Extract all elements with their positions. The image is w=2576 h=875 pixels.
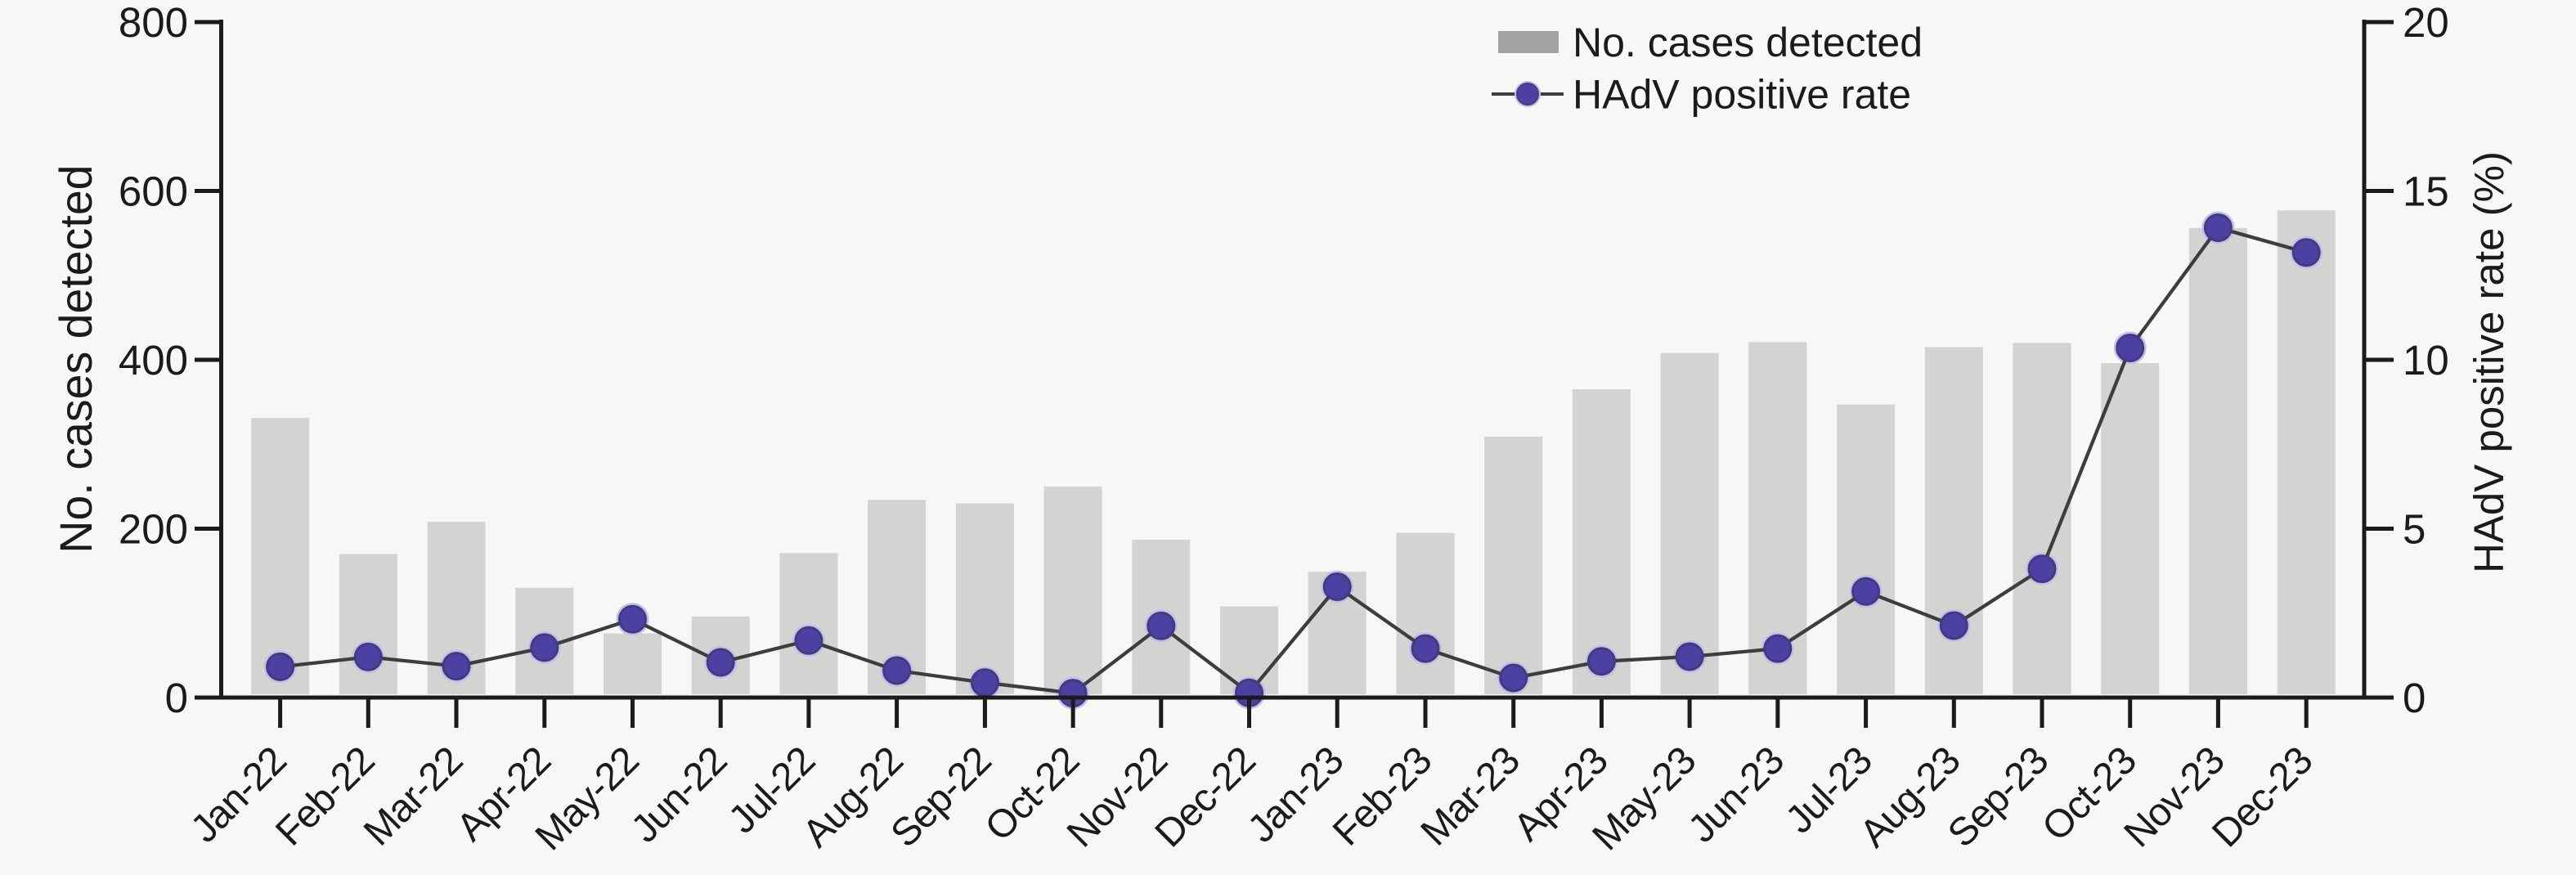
svg-text:600: 600 [119, 168, 188, 215]
svg-text:10: 10 [2403, 337, 2449, 384]
svg-text:No. cases detected: No. cases detected [51, 164, 101, 553]
svg-text:HAdV positive rate: HAdV positive rate [1573, 72, 1911, 118]
svg-text:0: 0 [2403, 675, 2426, 721]
svg-text:HAdV positive rate (%): HAdV positive rate (%) [2466, 151, 2512, 573]
svg-text:0: 0 [165, 675, 188, 721]
svg-text:5: 5 [2403, 506, 2426, 553]
svg-text:15: 15 [2403, 168, 2449, 215]
svg-text:800: 800 [119, 0, 188, 46]
svg-text:20: 20 [2403, 0, 2449, 46]
svg-text:200: 200 [119, 506, 188, 553]
svg-text:No. cases detected: No. cases detected [1573, 20, 1923, 65]
svg-text:400: 400 [119, 337, 188, 384]
